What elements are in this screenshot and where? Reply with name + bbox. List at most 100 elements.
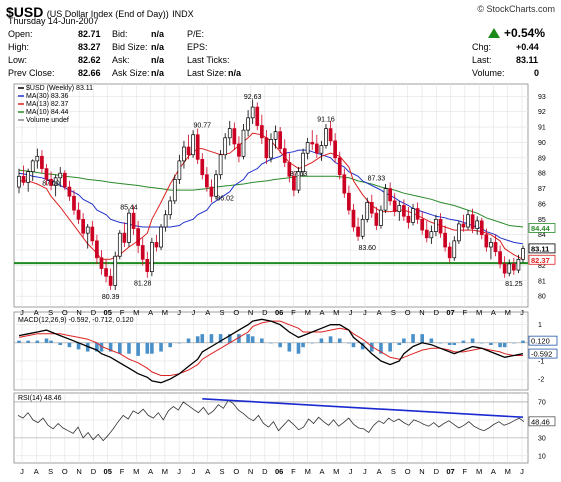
candle-body	[172, 179, 177, 202]
candle-body	[145, 258, 150, 272]
candle-body	[140, 245, 145, 260]
price-annotation: 83.60	[358, 245, 376, 252]
x-tick-label: O	[233, 467, 239, 476]
macd-histogram-bar	[17, 340, 21, 343]
x-tick-label: N	[248, 467, 253, 476]
candle-body	[195, 134, 200, 160]
price-value-tag-text: 82.37	[531, 256, 550, 265]
candle-body	[301, 152, 305, 173]
x-tick-label: 05	[104, 308, 112, 317]
macd-histogram-bar	[186, 338, 191, 343]
price-y-tick-label: 82	[538, 263, 546, 270]
symbol: $USD	[6, 4, 44, 20]
macd-histogram-bar	[521, 340, 525, 343]
macd-histogram-bar	[145, 342, 150, 354]
macd-histogram-bar	[512, 342, 516, 344]
candle-body	[273, 131, 278, 140]
price-y-tick-label: 93	[538, 94, 546, 101]
x-tick-label: F	[463, 467, 468, 476]
macd-histogram-bar	[379, 342, 383, 354]
x-tick-label: F	[120, 467, 125, 476]
x-tick-label: N	[419, 467, 424, 476]
price-value-tag	[528, 254, 556, 265]
macd-histogram-bar	[150, 342, 154, 354]
macd-histogram-bar	[310, 342, 315, 344]
ma10-line	[18, 169, 524, 228]
candle-body	[214, 174, 218, 197]
price-annotation: 87.00	[42, 181, 60, 188]
x-tick-label: J	[192, 467, 196, 476]
candle-body	[420, 218, 425, 231]
candle-body	[424, 229, 429, 239]
candle-body	[392, 200, 397, 212]
candle-body	[85, 226, 90, 234]
exchange: INDX	[172, 9, 194, 19]
macd-histogram-bar	[479, 342, 484, 344]
macd-histogram-bar	[452, 342, 457, 346]
x-tick-label: A	[491, 467, 496, 476]
macd-histogram-bar	[237, 334, 241, 343]
candle-body	[411, 208, 415, 223]
high-label: High:	[8, 42, 30, 52]
candle-body	[255, 106, 260, 126]
x-tick-label: O	[62, 308, 68, 317]
macd-histogram-bar	[461, 340, 466, 343]
candle-body	[475, 220, 480, 229]
x-tick-label: D	[91, 308, 97, 317]
price-legend-entry: $USD (Weekly) 83.11	[26, 85, 93, 92]
candle-body	[108, 275, 113, 286]
candle-body	[218, 154, 223, 176]
macd-histogram-bar	[301, 342, 305, 348]
candle-body	[310, 142, 315, 145]
candle-body	[90, 226, 95, 242]
candle-body	[347, 192, 351, 211]
candle-body	[278, 131, 283, 149]
bid-size-value: n/a	[151, 42, 165, 52]
x-tick-label: S	[219, 467, 224, 476]
candle-body	[200, 159, 205, 176]
price-y-tick-label: 92	[538, 109, 546, 116]
candle-body	[507, 263, 512, 274]
macd-histogram-bar	[49, 340, 53, 343]
rsi-panel-frame	[13, 392, 529, 464]
x-tick-label: 06	[275, 308, 283, 317]
candle-body	[374, 212, 379, 226]
x-tick-label: M	[333, 467, 339, 476]
x-tick-label: D	[262, 467, 268, 476]
brand-label: © StockCharts.com	[477, 4, 555, 14]
candle-body	[72, 195, 76, 211]
price-annotation: 90.77	[194, 123, 212, 130]
x-tick-label: N	[76, 467, 81, 476]
macd-histogram-bar	[269, 342, 273, 344]
candle-body	[26, 171, 31, 183]
candle-body	[76, 209, 81, 220]
macd-histogram-bar	[44, 338, 49, 343]
candle-body	[81, 218, 85, 234]
price-y-tick-label: 86	[538, 201, 546, 208]
candle-body	[365, 202, 370, 220]
candle-body	[466, 214, 470, 228]
rsi-line	[17, 399, 525, 442]
macd-histogram-bar	[278, 342, 282, 348]
price-annotation: 87.33	[368, 176, 386, 183]
candle-body	[438, 218, 443, 234]
x-tick-label: 07	[446, 467, 454, 476]
macd-histogram-bar	[420, 334, 424, 343]
x-tick-label: J	[177, 467, 181, 476]
x-tick-label: F	[120, 308, 125, 317]
candle-body	[21, 175, 26, 183]
x-tick-label: M	[305, 308, 311, 317]
x-tick-label: J	[192, 308, 196, 317]
x-tick-label: F	[463, 308, 468, 317]
candle-body	[498, 251, 502, 265]
x-tick-label: A	[148, 467, 153, 476]
x-tick-label: M	[476, 467, 482, 476]
price-y-tick-label: 88	[538, 171, 546, 178]
x-tick-label: S	[391, 467, 396, 476]
macd-histogram-bar	[447, 342, 452, 346]
candle-body	[337, 157, 342, 176]
price-value-tag	[528, 223, 556, 233]
macd-histogram-bar	[397, 342, 402, 346]
candle-body	[521, 248, 525, 260]
